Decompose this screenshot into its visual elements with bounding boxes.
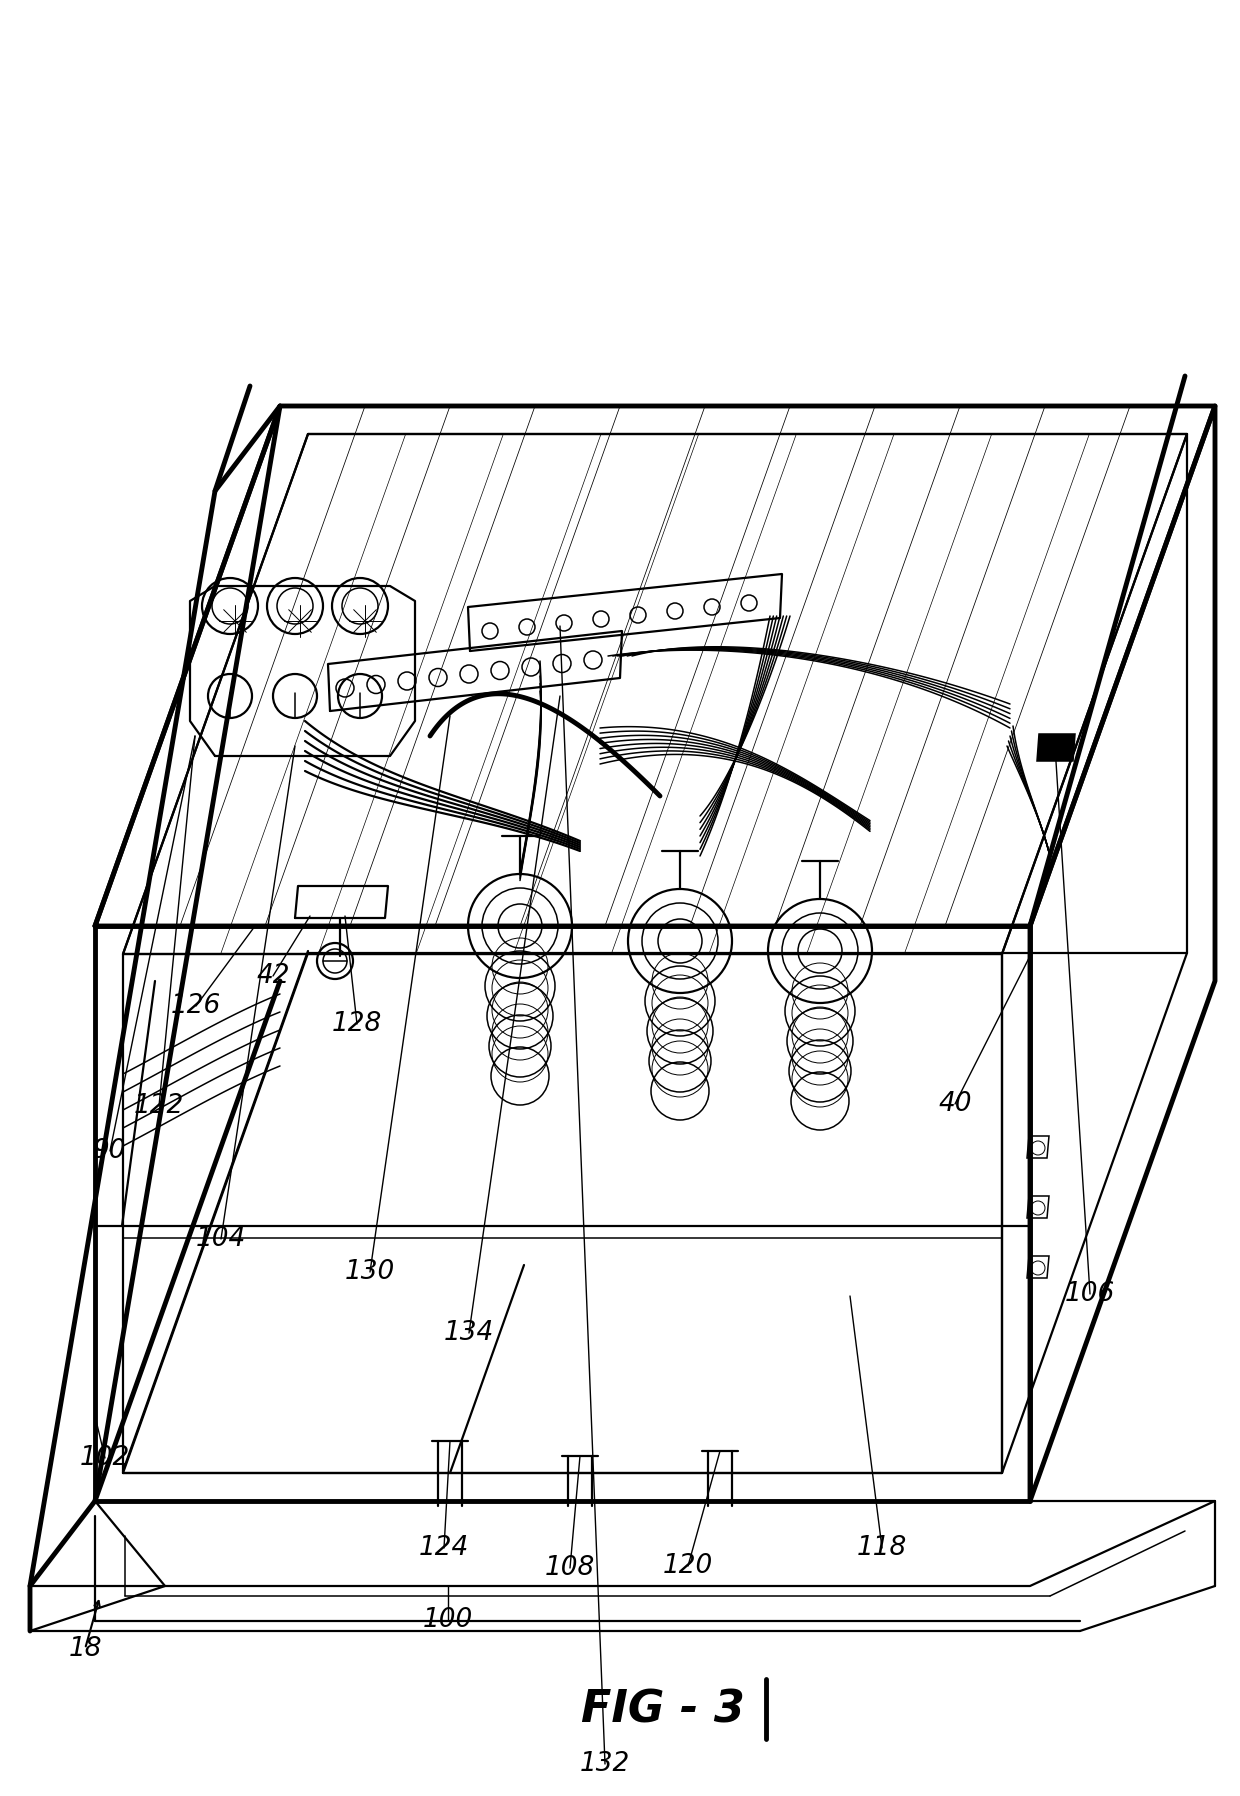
Text: 126: 126 xyxy=(171,993,221,1018)
Text: 120: 120 xyxy=(663,1554,713,1579)
Text: 100: 100 xyxy=(423,1607,474,1633)
Text: 18: 18 xyxy=(68,1636,102,1661)
Text: 102: 102 xyxy=(79,1446,130,1471)
Text: 90: 90 xyxy=(93,1139,126,1164)
Text: 118: 118 xyxy=(857,1536,908,1561)
Text: 132: 132 xyxy=(580,1751,630,1776)
Text: 42: 42 xyxy=(257,963,290,990)
Text: 134: 134 xyxy=(444,1320,494,1345)
Text: 104: 104 xyxy=(196,1227,246,1252)
Text: 106: 106 xyxy=(1065,1281,1115,1307)
Text: 128: 128 xyxy=(332,1011,382,1036)
Text: 40: 40 xyxy=(939,1090,972,1117)
Text: 122: 122 xyxy=(134,1094,184,1119)
Text: 108: 108 xyxy=(544,1555,595,1580)
Text: 130: 130 xyxy=(345,1259,396,1284)
Polygon shape xyxy=(1037,735,1075,762)
Text: 124: 124 xyxy=(419,1536,469,1561)
Text: FIG - 3: FIG - 3 xyxy=(582,1688,745,1731)
